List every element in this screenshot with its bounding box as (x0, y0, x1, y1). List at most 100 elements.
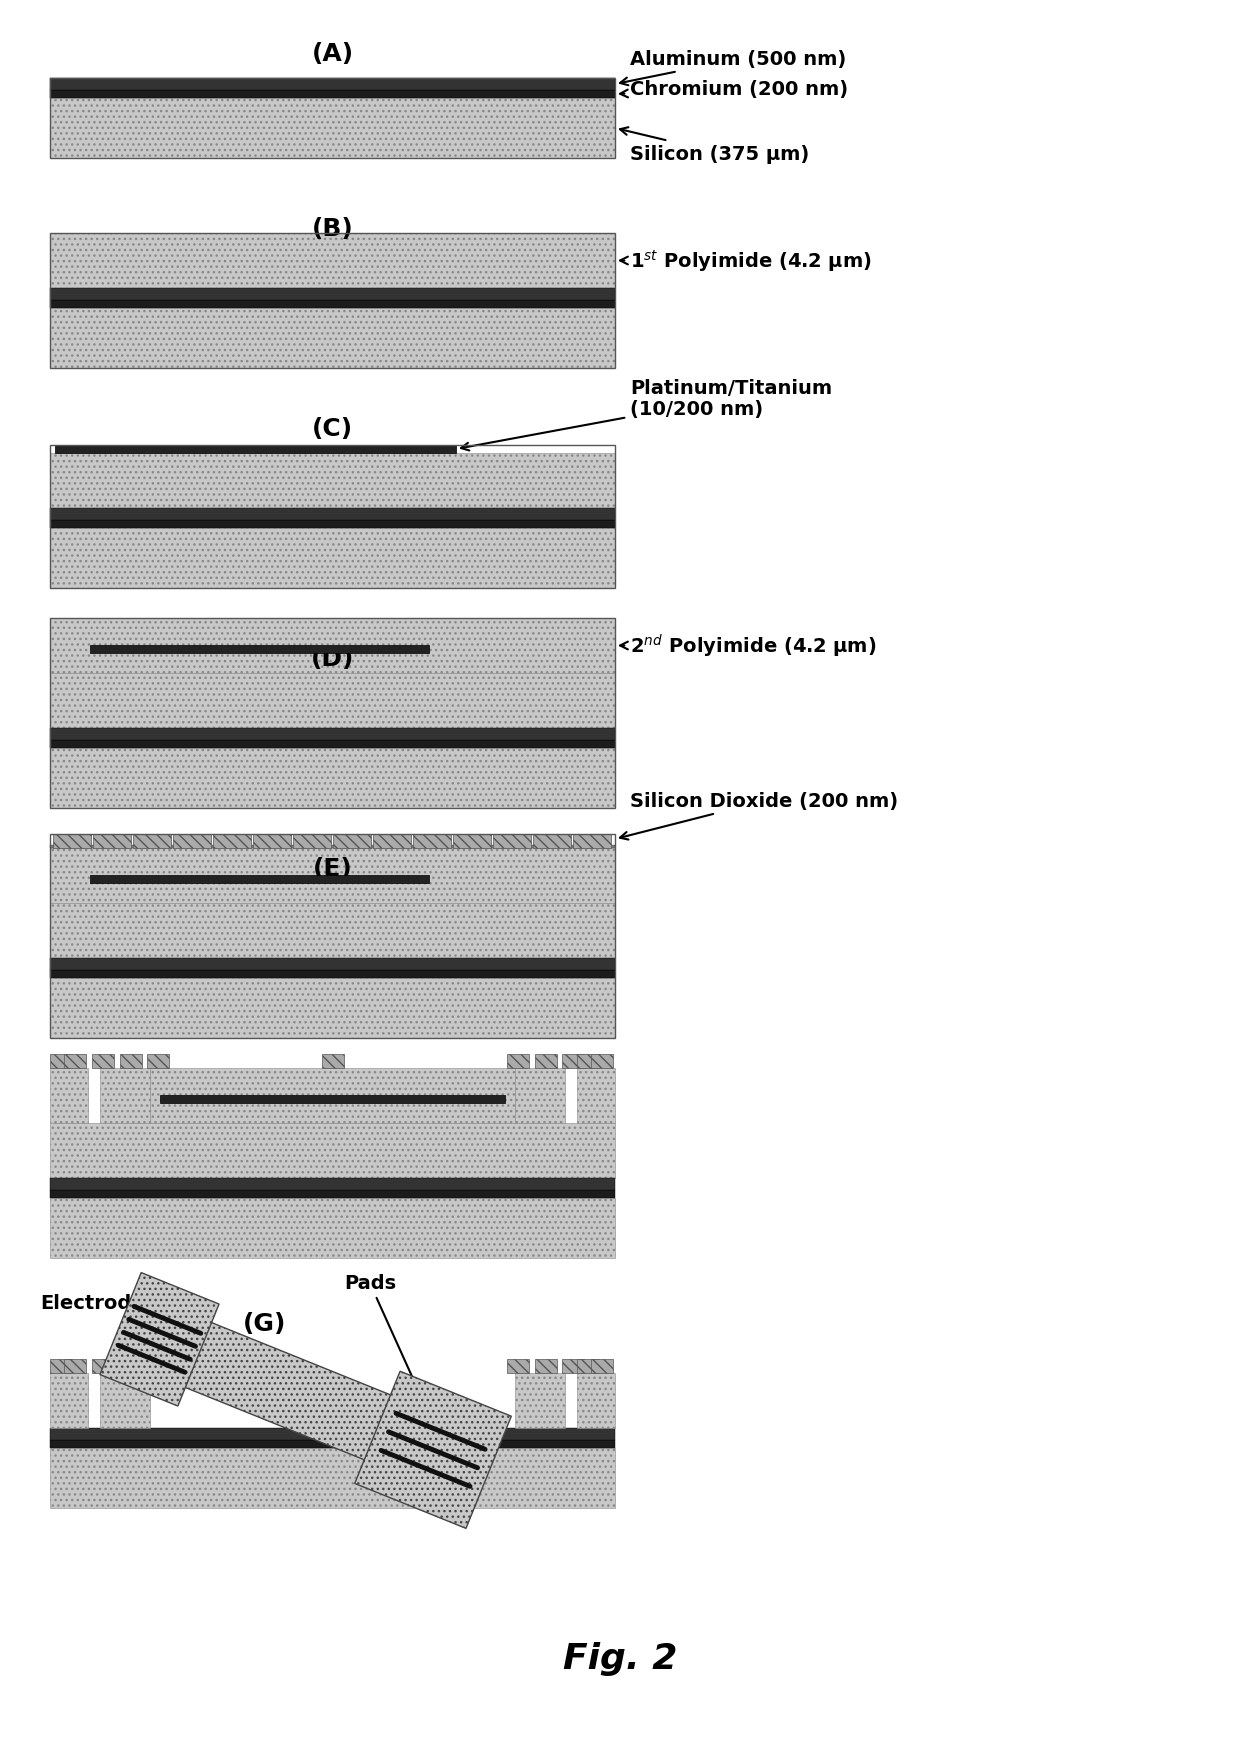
Bar (573, 834, 611, 848)
Bar (148, 1054, 169, 1068)
Bar (50, 1440, 615, 1447)
Text: (A): (A) (311, 42, 353, 66)
Polygon shape (100, 1273, 219, 1405)
Bar (53, 834, 91, 848)
Bar (50, 970, 615, 979)
Text: 1$^{st}$ Polyimide (4.2 μm): 1$^{st}$ Polyimide (4.2 μm) (620, 248, 872, 274)
Bar (50, 79, 615, 159)
Bar (213, 834, 250, 848)
Bar (50, 741, 615, 748)
Bar (50, 619, 615, 673)
Polygon shape (160, 1313, 436, 1479)
Text: (C): (C) (312, 416, 353, 440)
Bar (50, 748, 615, 809)
Bar (50, 834, 615, 1038)
Bar (507, 1360, 529, 1374)
Text: 2$^{nd}$ Polyimide (4.2 μm): 2$^{nd}$ Polyimide (4.2 μm) (620, 633, 877, 659)
Text: Fig. 2: Fig. 2 (563, 1641, 677, 1675)
Bar (50, 958, 615, 970)
Bar (50, 1054, 72, 1068)
Bar (64, 1360, 86, 1374)
Bar (93, 834, 131, 848)
Bar (50, 301, 615, 309)
Bar (50, 1068, 88, 1124)
Bar (322, 1054, 343, 1068)
Bar (534, 1054, 557, 1068)
Bar (50, 1428, 615, 1440)
Bar (507, 1054, 529, 1068)
Bar (494, 834, 531, 848)
Bar (148, 1360, 169, 1374)
Bar (50, 454, 615, 509)
Bar (160, 1096, 505, 1103)
Bar (50, 1360, 72, 1374)
Text: Silicon Dioxide (200 nm): Silicon Dioxide (200 nm) (620, 792, 898, 841)
Bar (515, 1068, 565, 1124)
Bar (50, 79, 615, 91)
Bar (50, 848, 615, 904)
Bar (534, 1360, 557, 1374)
Bar (50, 846, 615, 848)
Bar (50, 1190, 615, 1199)
Text: (F): (F) (312, 1072, 352, 1096)
Bar (133, 834, 171, 848)
Text: Pads: Pads (343, 1274, 440, 1439)
Polygon shape (355, 1372, 511, 1528)
Bar (50, 1447, 615, 1509)
Bar (50, 673, 615, 729)
Bar (591, 1360, 613, 1374)
Text: Chromium (200 nm): Chromium (200 nm) (620, 80, 848, 100)
Bar (100, 1068, 150, 1124)
Bar (50, 528, 615, 589)
Text: Aluminum (500 nm): Aluminum (500 nm) (620, 51, 846, 86)
Bar (50, 1124, 615, 1178)
Bar (120, 1054, 143, 1068)
Text: Platinum/Titanium
(10/200 nm): Platinum/Titanium (10/200 nm) (461, 378, 832, 451)
Bar (92, 1360, 114, 1374)
Text: Silicon (375 μm): Silicon (375 μm) (620, 128, 810, 163)
Bar (50, 1178, 615, 1190)
Bar (92, 1054, 114, 1068)
Text: (G): (G) (243, 1311, 286, 1335)
Bar (50, 91, 615, 100)
Bar (50, 1374, 88, 1428)
Bar (50, 619, 615, 809)
Bar (577, 1374, 615, 1428)
Bar (577, 1054, 599, 1068)
Bar (50, 729, 615, 741)
Bar (50, 521, 615, 528)
Text: (E): (E) (312, 857, 352, 881)
Bar (120, 1360, 143, 1374)
Bar (334, 834, 371, 848)
Bar (50, 446, 615, 589)
Bar (50, 509, 615, 521)
Bar (50, 309, 615, 369)
Bar (100, 1374, 150, 1428)
Bar (174, 834, 211, 848)
Bar (293, 834, 331, 848)
Bar (55, 446, 456, 454)
Bar (64, 1054, 86, 1068)
Bar (562, 1054, 584, 1068)
Bar (50, 100, 615, 159)
Bar (515, 1374, 565, 1428)
Bar (150, 1068, 515, 1124)
Bar (50, 288, 615, 301)
Bar (91, 876, 429, 883)
Bar (591, 1054, 613, 1068)
Bar (50, 234, 615, 288)
Bar (453, 834, 491, 848)
Bar (50, 904, 615, 958)
Bar (50, 979, 615, 1038)
Bar (373, 834, 410, 848)
Bar (50, 1199, 615, 1259)
Text: Electrodes: Electrodes (40, 1294, 156, 1321)
Bar (50, 234, 615, 369)
Bar (253, 834, 291, 848)
Text: (D): (D) (311, 647, 355, 671)
Bar (533, 834, 570, 848)
Bar (562, 1360, 584, 1374)
Bar (577, 1068, 615, 1124)
Bar (413, 834, 451, 848)
Bar (577, 1360, 599, 1374)
